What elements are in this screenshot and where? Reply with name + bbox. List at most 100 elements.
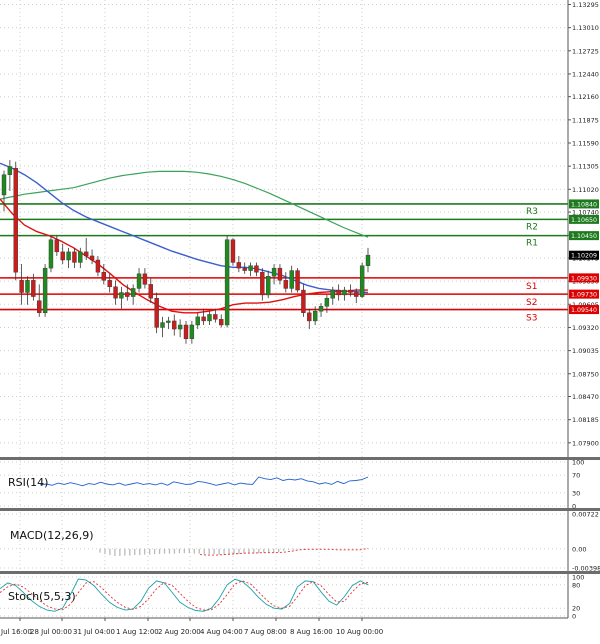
price-tick-label: 1.11020 (572, 186, 599, 194)
macd-tick-label: 0.00 (572, 545, 586, 553)
candle-body (60, 251, 65, 261)
candle-body (277, 267, 283, 281)
candle[interactable] (177, 319, 183, 338)
price-tag-box (569, 273, 599, 283)
candle[interactable] (25, 276, 30, 305)
rsi-tick-label: 0 (572, 503, 576, 511)
candle-body (195, 316, 200, 326)
candle-body (271, 267, 277, 277)
candle-body (48, 239, 54, 269)
price-tick-label: 1.11590 (572, 140, 599, 148)
candle[interactable] (312, 306, 318, 325)
candle-body (312, 310, 318, 322)
candle[interactable] (307, 308, 312, 330)
candle[interactable] (201, 308, 206, 325)
candle[interactable] (354, 288, 359, 304)
candle[interactable] (142, 268, 148, 289)
candle-body (113, 286, 118, 299)
candle[interactable] (248, 262, 253, 277)
candle[interactable] (336, 284, 341, 301)
candle-body (301, 289, 306, 314)
candle[interactable] (119, 286, 124, 309)
candle[interactable] (207, 311, 212, 325)
candle[interactable] (224, 235, 230, 328)
panel-separator (0, 571, 600, 574)
candle-body (125, 292, 130, 297)
candle-body (148, 284, 153, 299)
candle[interactable] (265, 270, 271, 299)
candle[interactable] (101, 264, 107, 285)
candle[interactable] (219, 314, 224, 328)
candle[interactable] (95, 255, 101, 277)
price-tag-label: 1.10209 (571, 253, 597, 260)
candle[interactable] (148, 278, 153, 304)
candle[interactable] (1, 170, 7, 212)
rsi-panel: 100 70 30 0 RSI(14) (0, 459, 584, 511)
candle[interactable] (13, 161, 18, 281)
candle[interactable] (48, 235, 54, 273)
candle[interactable] (271, 264, 277, 285)
candle[interactable] (254, 262, 259, 277)
candle[interactable] (125, 284, 130, 301)
candle[interactable] (78, 247, 83, 269)
candle[interactable] (295, 268, 300, 293)
candle[interactable] (213, 308, 218, 323)
candle[interactable] (54, 235, 60, 256)
candle[interactable] (66, 247, 71, 269)
stoch-d-line (0, 580, 369, 611)
candle[interactable] (365, 247, 371, 273)
candle[interactable] (19, 264, 24, 305)
candle[interactable] (37, 284, 42, 317)
candle-body (254, 265, 259, 273)
candle[interactable] (277, 264, 283, 285)
candle[interactable] (136, 268, 142, 293)
candle[interactable] (283, 272, 289, 293)
candle[interactable] (342, 286, 347, 301)
candle[interactable] (83, 238, 89, 260)
candle[interactable] (166, 316, 171, 330)
candle[interactable] (172, 314, 177, 336)
candle[interactable] (289, 265, 294, 293)
candle[interactable] (260, 268, 265, 301)
candle-body (154, 297, 159, 328)
rsi-line (39, 476, 369, 487)
candle-body (242, 267, 247, 271)
price-tick-label: 1.13010 (572, 24, 599, 32)
candle[interactable] (72, 247, 77, 269)
candle[interactable] (160, 316, 165, 338)
candle[interactable] (154, 292, 159, 334)
candle[interactable] (183, 320, 189, 344)
candle[interactable] (324, 294, 330, 313)
level-label-r1: R1 (526, 239, 538, 249)
candle-body (130, 288, 136, 297)
candle[interactable] (7, 160, 13, 191)
candle[interactable] (236, 255, 242, 273)
candle[interactable] (31, 273, 36, 301)
level-label-r2: R2 (526, 222, 538, 232)
candle[interactable] (242, 262, 247, 274)
candle[interactable] (318, 303, 324, 317)
candle[interactable] (113, 280, 118, 305)
candle[interactable] (301, 284, 306, 317)
price-tag-label: 1.10650 (571, 217, 597, 224)
candle[interactable] (359, 262, 365, 299)
time-axis-label: 10 Aug 00:00 (336, 628, 383, 636)
candle[interactable] (42, 264, 48, 317)
candle[interactable] (195, 312, 200, 330)
candle[interactable] (60, 243, 65, 265)
price-tick-label: 1.09035 (572, 347, 599, 355)
candle-body (224, 239, 230, 326)
candle[interactable] (189, 320, 195, 344)
candle[interactable] (89, 249, 95, 265)
candle[interactable] (107, 273, 112, 293)
candle[interactable] (130, 284, 136, 305)
candle[interactable] (230, 238, 236, 266)
ma-red-line (0, 198, 368, 314)
time-axis-label: 1 Aug 12:00 (116, 628, 159, 636)
price-tick-label: 1.10740 (572, 209, 599, 217)
macd-title: MACD(12,26,9) (10, 529, 94, 542)
candle[interactable] (330, 286, 335, 305)
candle[interactable] (348, 284, 353, 297)
